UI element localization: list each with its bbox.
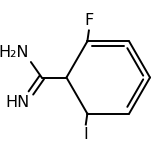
Text: F: F: [84, 13, 94, 28]
Text: I: I: [84, 127, 88, 142]
Text: H₂N: H₂N: [0, 45, 29, 60]
Text: HN: HN: [5, 95, 29, 110]
